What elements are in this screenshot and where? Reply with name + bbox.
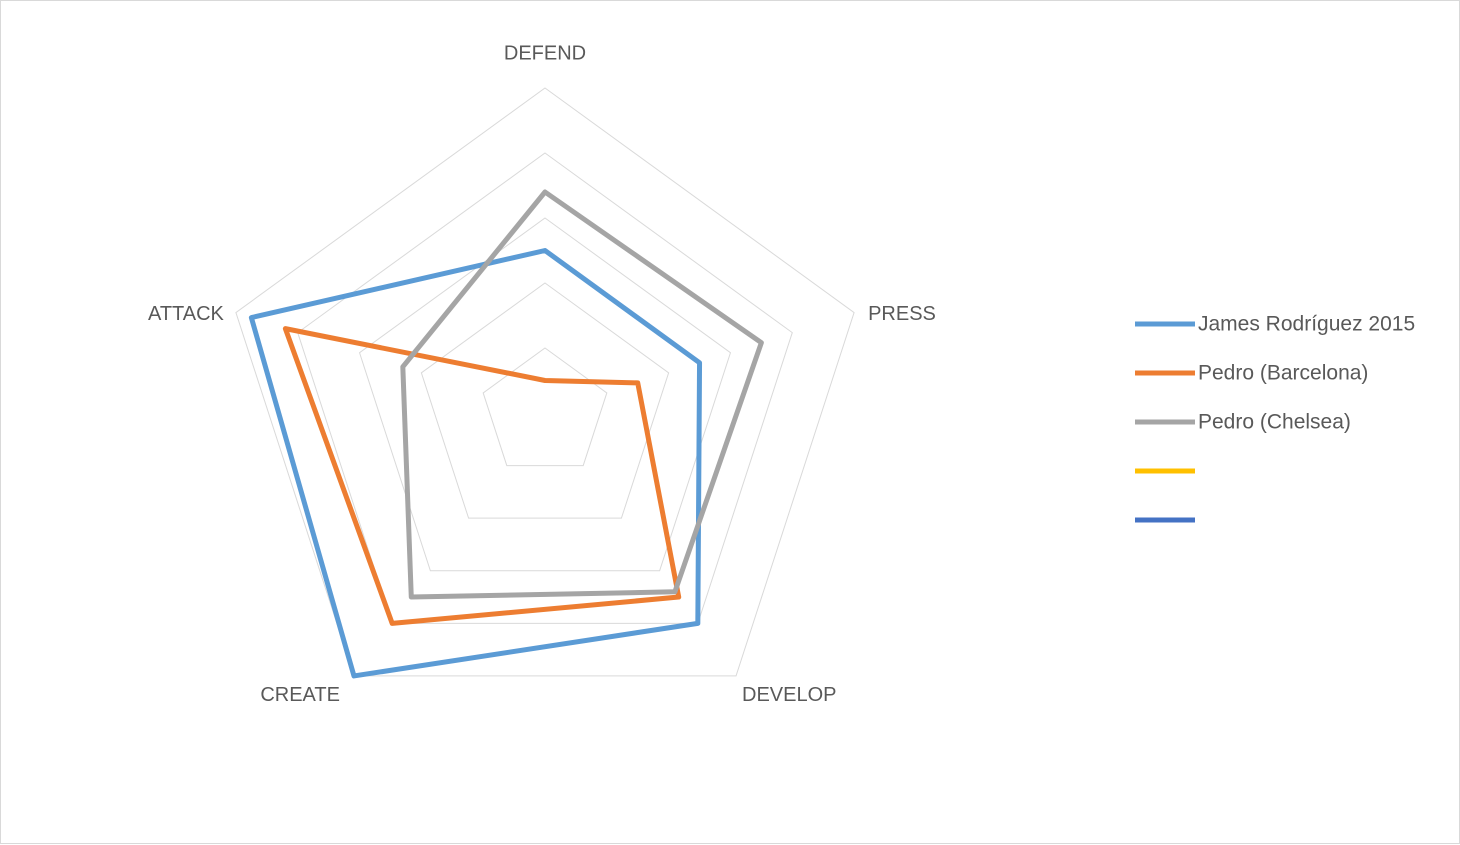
grid-ring-5 [235,87,855,677]
axis-label-defend: DEFEND [504,42,586,64]
axis-label-create: CREATE [260,684,340,706]
grid-ring-1 [482,347,608,467]
radar-grid [235,87,855,677]
series-group [248,189,764,679]
axis-label-press: PRESS [868,303,936,325]
legend-item-3: Pedro (Chelsea) [1135,411,1351,434]
grid-ring-2 [420,282,670,519]
series-line-2 [282,326,682,626]
legend-label: Pedro (Chelsea) [1198,411,1351,434]
legend-item-1: James Rodríguez 2015 [1135,313,1415,336]
legend-item-2: Pedro (Barcelona) [1135,362,1368,385]
grid-ring-4 [297,152,793,624]
axis-labels: DEFEND PRESS DEVELOP CREATE ATTACK [148,42,936,706]
legend: James Rodríguez 2015 Pedro (Barcelona) Ped… [1135,313,1415,523]
axis-label-attack: ATTACK [148,303,225,325]
legend-label: Pedro (Barcelona) [1198,362,1368,385]
grid-ring-3 [358,217,732,572]
series-line-1 [248,248,703,679]
axis-label-develop: DEVELOP [742,684,836,706]
legend-label: James Rodríguez 2015 [1198,313,1415,336]
series-line-3 [400,189,764,600]
